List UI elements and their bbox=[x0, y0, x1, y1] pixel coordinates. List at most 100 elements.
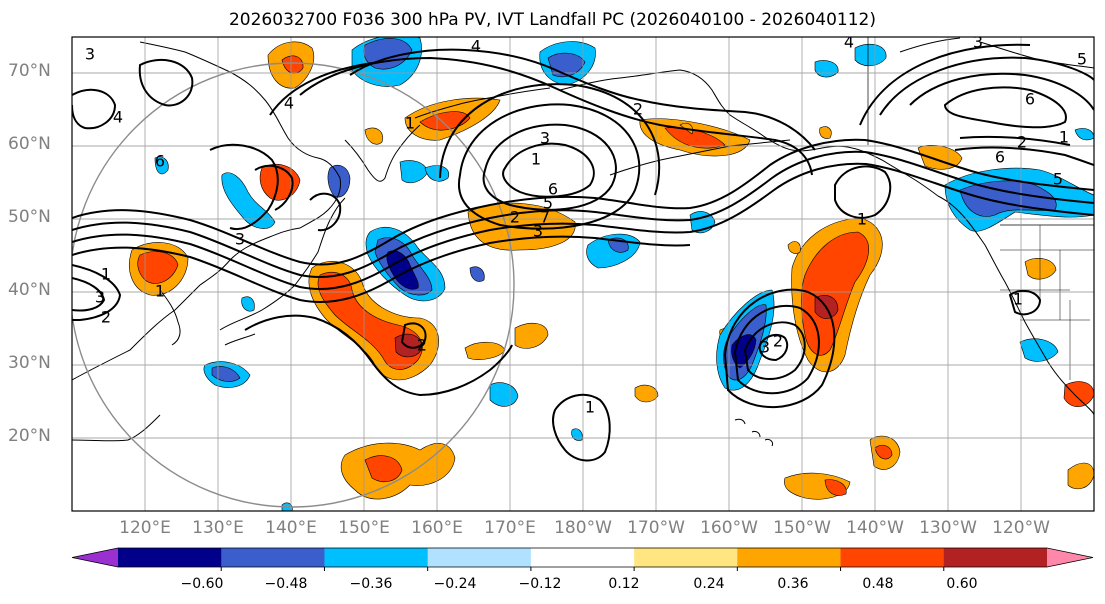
contour-label: 4 bbox=[844, 33, 854, 52]
contour-north-pacific-ridge bbox=[349, 48, 816, 151]
lat-label: 60°N bbox=[8, 134, 51, 154]
contour-label: 6 bbox=[155, 152, 165, 171]
colorbar-tick-label: −0.24 bbox=[433, 576, 477, 592]
contour-label: 1 bbox=[585, 398, 595, 417]
coast-siberia-north bbox=[414, 87, 551, 119]
colorbar-tick-marks bbox=[220, 567, 945, 571]
contour-label: 2 bbox=[773, 332, 783, 351]
colorbar-segment bbox=[427, 548, 532, 567]
colorbar-extend-min bbox=[72, 548, 118, 567]
colorbar-segment bbox=[324, 548, 429, 567]
contour-japan-trough bbox=[209, 143, 279, 230]
contour-label: 5 bbox=[1077, 50, 1087, 69]
colorbar-tick-label: −0.36 bbox=[349, 576, 393, 592]
contour-label: 4 bbox=[284, 94, 294, 113]
colorbar-segment bbox=[840, 548, 945, 567]
contour-label: 3 bbox=[95, 288, 105, 307]
colorbar-segment bbox=[737, 548, 842, 567]
lon-label: 130°E bbox=[192, 518, 244, 538]
contour-label: 2 bbox=[1017, 133, 1027, 152]
lon-label: 150°W bbox=[773, 518, 831, 538]
contour-label: 6 bbox=[995, 148, 1005, 167]
contour-label: 6 bbox=[1025, 90, 1035, 109]
ivt-contours bbox=[72, 43, 1094, 462]
contour-label: 3 bbox=[540, 129, 550, 148]
contour-label: 1 bbox=[405, 114, 415, 133]
contour-label: 2 bbox=[101, 308, 111, 327]
colorbar-segments bbox=[71, 547, 1094, 568]
contour-label: 5 bbox=[1053, 170, 1063, 189]
colorbar-tick-label: 0.36 bbox=[777, 576, 809, 592]
contour-label: 1 bbox=[101, 265, 111, 284]
colorbar-tick-label: −0.48 bbox=[264, 576, 308, 592]
coast-na-west bbox=[937, 195, 1094, 416]
colorbar-tick-label: 0.24 bbox=[693, 576, 725, 592]
pv-anomaly-manchuria bbox=[221, 172, 276, 229]
contour-northwest-cells bbox=[72, 88, 117, 130]
contour-jet-band-1 bbox=[72, 138, 1094, 266]
colorbar-tick-label: 0.12 bbox=[608, 576, 640, 592]
lat-label: 70°N bbox=[8, 61, 51, 81]
lat-label: 30°N bbox=[8, 353, 51, 373]
contour-label: 4 bbox=[113, 108, 123, 127]
contour-label: 7 bbox=[540, 208, 550, 227]
coast-korea bbox=[159, 289, 181, 346]
contour-label: 1 bbox=[1013, 290, 1023, 309]
contour-label: 2 bbox=[633, 100, 643, 119]
colorbar-segment bbox=[118, 548, 222, 567]
contour-label: 3 bbox=[235, 230, 245, 249]
pv-positive-anomalies bbox=[129, 41, 1094, 500]
colorbar-segment bbox=[530, 548, 635, 567]
pv-anomaly-central-north-pacific bbox=[467, 202, 576, 251]
contour-label: 3 bbox=[760, 338, 770, 357]
contour-label-group: 4 4 3 4 1 2 3 1 2 6 5 7 3 1 2 3 1 2 3 4 … bbox=[85, 33, 1087, 417]
contour-gulf-alaska-low bbox=[834, 165, 892, 219]
contour-label: 1 bbox=[155, 282, 165, 301]
lon-label: 160°E bbox=[411, 518, 463, 538]
coast-alaska bbox=[559, 69, 939, 197]
lon-label: 170°E bbox=[484, 518, 536, 538]
coast-kamchatka bbox=[344, 124, 421, 182]
lon-label: 120°E bbox=[119, 518, 171, 538]
contour-label: 1 bbox=[531, 150, 541, 169]
border-us-states bbox=[1000, 225, 1094, 380]
lat-label: 20°N bbox=[8, 426, 51, 446]
contour-label: 6 bbox=[548, 180, 558, 199]
lat-label: 50°N bbox=[8, 207, 51, 227]
lon-label: 130°W bbox=[919, 518, 977, 538]
coast-hawaii bbox=[734, 418, 773, 447]
map-gridlines bbox=[72, 37, 1094, 511]
colorbar-segment bbox=[943, 548, 1048, 567]
lat-label: 40°N bbox=[8, 280, 51, 300]
contour-label: 3 bbox=[85, 45, 95, 64]
lon-label: 150°E bbox=[338, 518, 390, 538]
contour-label: 3 bbox=[973, 33, 983, 52]
contour-sub-low-2 bbox=[552, 393, 611, 462]
colorbar-tick-label: 0.48 bbox=[862, 576, 894, 592]
lon-label: 170°W bbox=[627, 518, 685, 538]
lon-label: 180°W bbox=[554, 518, 612, 538]
lon-label: 160°W bbox=[700, 518, 758, 538]
radius-circle bbox=[72, 62, 515, 508]
contour-west-low bbox=[72, 264, 122, 321]
contour-label: 5 bbox=[543, 194, 553, 213]
coast-japan bbox=[219, 197, 346, 331]
colorbar-extend-max bbox=[1047, 548, 1093, 567]
colorbar-tick-label: 0.60 bbox=[946, 576, 978, 592]
map-frame-border bbox=[71, 36, 1095, 512]
contour-subtropical-low bbox=[743, 321, 806, 380]
map-title: 2026032700 F036 300 hPa PV, IVT Landfall… bbox=[228, 10, 876, 30]
lon-label: 140°W bbox=[846, 518, 904, 538]
colorbar-segment bbox=[634, 548, 738, 567]
coastlines bbox=[72, 37, 1094, 447]
colorbar-outline bbox=[71, 547, 1094, 568]
map-panel: 4 4 3 4 1 2 3 1 2 6 5 7 3 1 2 3 1 2 3 4 … bbox=[71, 33, 1095, 512]
coast-asia-mainland bbox=[72, 41, 341, 381]
contour-label: 3 bbox=[533, 222, 543, 241]
contour-canada-high bbox=[909, 72, 1094, 111]
lon-label: 140°E bbox=[265, 518, 317, 538]
contour-label: 2 bbox=[510, 208, 520, 227]
contour-bering-low bbox=[502, 142, 595, 198]
contour-label: 1 bbox=[1059, 128, 1069, 147]
lon-label: 120°W bbox=[992, 518, 1050, 538]
